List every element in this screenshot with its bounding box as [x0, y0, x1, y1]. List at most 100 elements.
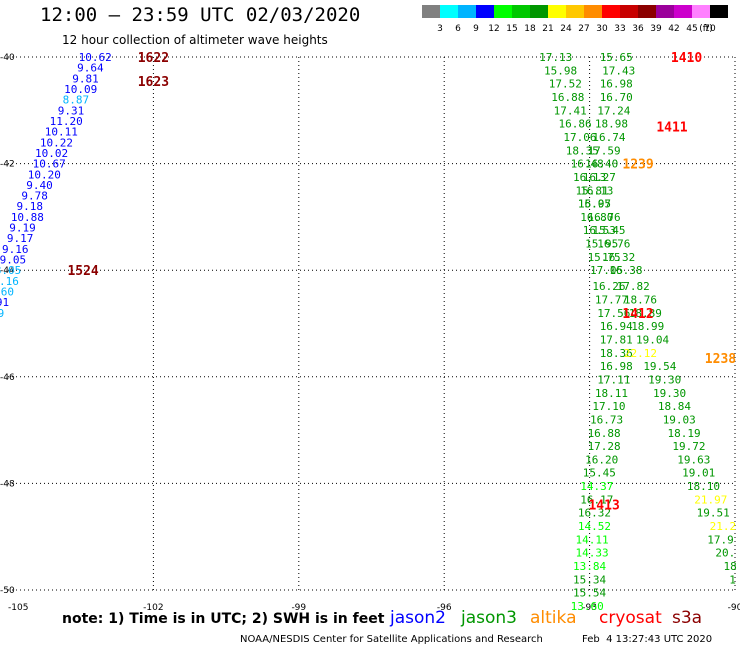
wave-height-jason2: 8.16 — [0, 275, 19, 288]
wave-height-jason3: 16.48 — [571, 158, 604, 171]
wave-height-jason3: 17.77 — [595, 294, 628, 307]
wave-height-jason3: 18.89 — [629, 307, 662, 320]
colorbar-swatch — [620, 5, 638, 18]
note-text: note: 1) Time is in UTC; 2) SWH is in fe… — [62, 611, 385, 627]
pass-time-label: 1239 — [622, 158, 653, 173]
pass-time-label: 1622 — [138, 51, 169, 66]
wave-height-jason3: 16.32 — [578, 507, 611, 520]
wave-height-jason3: 16.94 — [600, 320, 633, 333]
x-tick-label: -96 — [437, 603, 452, 613]
legend-altika: altika — [530, 608, 577, 628]
colorbar-swatch — [602, 5, 620, 18]
colorbar-label: 21 — [542, 24, 553, 34]
footer-credit: NOAA/NESDIS Center for Satellite Applica… — [240, 634, 543, 645]
wave-height-jason3: 15.54 — [573, 587, 606, 600]
wave-height-jason3: 19.30 — [653, 387, 686, 400]
wave-height-jason3: 17.28 — [588, 440, 621, 453]
wave-height-jason3: 19.30 — [648, 373, 681, 386]
wave-height-jason3: 16.88 — [588, 427, 621, 440]
colorbar-label: 3 — [437, 24, 443, 34]
wave-height-jason3: 16.70 — [600, 91, 633, 104]
wave-height-jason3: 16.73 — [590, 413, 623, 426]
wave-height-jason3: 13.60 — [571, 600, 604, 613]
wave-height-jason3: 19.03 — [663, 413, 696, 426]
wave-height-jason3: 16.98 — [600, 360, 633, 373]
colorbar-swatch — [440, 5, 458, 18]
footer-timestamp: Feb 4 13:27:43 UTC 2020 — [582, 634, 713, 645]
wave-height-jason3: 15.95 — [585, 238, 618, 251]
wave-height-jason3: 17.43 — [602, 64, 635, 77]
wave-height-jason3: 17.06 — [563, 131, 596, 144]
wave-height-jason2: 9.64 — [77, 62, 104, 75]
colorbar-swatch — [512, 5, 530, 18]
wave-height-jason3: 19.51 — [697, 507, 730, 520]
wave-height-jason2: 10.67 — [33, 158, 66, 171]
chart-subtitle: 12 hour collection of altimeter wave hei… — [62, 33, 328, 47]
colorbar-swatch — [422, 5, 440, 18]
x-tick-label: -99 — [291, 603, 306, 613]
colorbar-swatch — [548, 5, 566, 18]
wave-height-jason3: 17.24 — [597, 104, 630, 117]
wave-height-jason3: 18.36 — [600, 347, 633, 360]
wave-height-jason2: 9.31 — [58, 104, 85, 117]
wave-height-jason2: 9.05 — [0, 254, 26, 267]
wave-height-jason3: 14.11 — [575, 533, 608, 546]
wave-height-jason3: 18.76 — [624, 294, 657, 307]
legend-jason3: jason3 — [461, 608, 517, 628]
legend-s3a: s3a — [672, 608, 703, 628]
wave-height-jason3: 15.45 — [583, 467, 616, 480]
wave-height-jason3: 16.13 — [580, 184, 613, 197]
wave-height-jason2: 9.17 — [7, 232, 34, 245]
wave-height-jason3: 16.32 — [602, 251, 635, 264]
pass-time-label: 1410 — [671, 51, 702, 66]
wave-height-jason2: 9.19 — [9, 222, 36, 235]
wave-height-jason3: 15.81 — [575, 184, 608, 197]
colorbar-swatch — [674, 5, 692, 18]
wave-height-jason3: 17.81 — [600, 333, 633, 346]
wave-height-altika: 21.2 — [710, 520, 737, 533]
colorbar-label: 18 — [524, 24, 536, 34]
pass-time-label: 1238 — [705, 352, 736, 367]
colorbar-swatch — [566, 5, 584, 18]
wave-height-jason3: 16.86 — [558, 118, 591, 131]
wave-height-jason3: 16.26 — [592, 280, 625, 293]
wave-height-jason3: 18.11 — [595, 387, 628, 400]
wave-height-jason3: 16.76 — [588, 211, 621, 224]
wave-height-jason3: 18.10 — [687, 480, 720, 493]
wave-height-jason3: 16.17 — [580, 493, 613, 506]
colorbar-label: 30 — [596, 24, 608, 34]
colorbar-swatch — [656, 5, 674, 18]
colorbar-label: 45 — [686, 24, 697, 34]
colorbar-label: 9 — [473, 24, 479, 34]
wave-height-jason3: 19.72 — [672, 440, 705, 453]
legend-jason2: jason2 — [390, 608, 446, 628]
wave-height-jason2: 10.09 — [64, 83, 97, 96]
colorbar-swatch — [458, 5, 476, 18]
wave-height-jason3: 17.13 — [539, 51, 572, 64]
wave-height-jason3: 19.63 — [677, 453, 710, 466]
y-tick-label: -48 — [0, 479, 15, 489]
colorbar-label: 15 — [506, 24, 517, 34]
wave-height-jason3: 16.20 — [585, 453, 618, 466]
colorbar-swatch — [494, 5, 512, 18]
wave-height-jason2: 9.78 — [21, 190, 48, 203]
colorbar-label: 36 — [632, 24, 644, 34]
wave-height-jason3: 16.88 — [551, 91, 584, 104]
x-tick-label: -93 — [582, 603, 597, 613]
wave-height-jason3: 15.45 — [592, 224, 625, 237]
pass-time-label: 1413 — [588, 499, 619, 514]
wave-height-jason2: 8.79 — [0, 307, 4, 320]
wave-height-jason3: 19.04 — [636, 333, 669, 346]
colorbar-label: 33 — [614, 24, 625, 34]
wave-height-jason2: 9.16 — [2, 243, 29, 256]
wave-height-jason3: 16.07 — [578, 198, 611, 211]
pass-time-label: 1623 — [138, 75, 169, 90]
wave-height-jason3: 16.40 — [585, 158, 618, 171]
wave-height-jason3: 18 — [724, 560, 737, 573]
wave-height-jason3: 15.95 — [578, 198, 611, 211]
chart-title: 12:00 – 23:59 UTC 02/03/2020 — [40, 4, 361, 26]
pass-time-label: 1524 — [67, 264, 98, 279]
wave-height-jason2: 9.91 — [0, 296, 9, 309]
colorbar-label: 39 — [650, 24, 662, 34]
colorbar-swatch — [530, 5, 548, 18]
